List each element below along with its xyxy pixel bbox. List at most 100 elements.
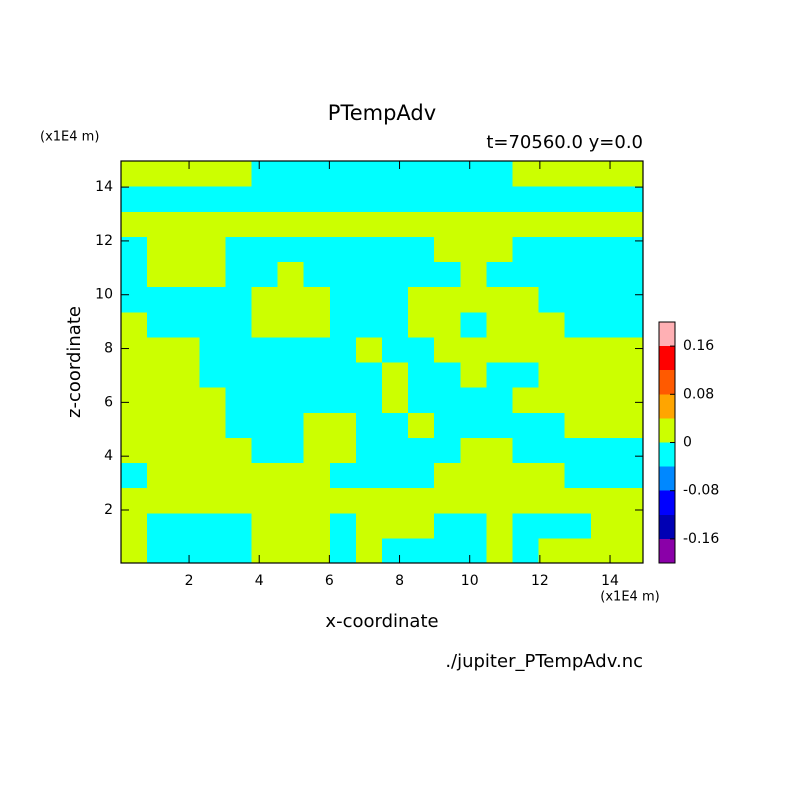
field-cell (460, 311, 487, 338)
colorbar-swatch (659, 442, 675, 467)
field-cell (121, 362, 148, 388)
field-cell (225, 311, 252, 338)
field-cell (382, 311, 409, 338)
field-cell (434, 487, 461, 514)
field-cell (303, 487, 331, 514)
field-cell (616, 336, 644, 363)
field-cell (408, 537, 435, 564)
colorbar-swatch (659, 418, 675, 443)
colorbar-swatch (659, 322, 675, 347)
field-cell (147, 311, 174, 338)
field-cell (486, 512, 513, 539)
field-cell (199, 437, 226, 463)
field-cell (147, 487, 174, 514)
field-cell (434, 387, 461, 413)
field-cell (616, 462, 644, 489)
field-cell (303, 437, 331, 463)
field-cell (616, 512, 644, 539)
field-cell (512, 362, 540, 388)
field-cell (434, 236, 461, 262)
field-cell (251, 261, 279, 288)
field-cell (355, 286, 383, 313)
field-cell (225, 387, 252, 413)
field-cell (173, 261, 200, 288)
field-cell (251, 211, 279, 237)
field-cell (355, 437, 383, 463)
field-cell (486, 387, 513, 413)
field-cell (512, 286, 540, 313)
field-cell (616, 211, 644, 237)
field-cell (434, 186, 461, 212)
x-tick-label: 14 (601, 573, 619, 589)
field-cell (225, 261, 252, 288)
field-cell (303, 336, 331, 363)
field-cell (590, 236, 618, 262)
field-cell (173, 161, 200, 187)
field-cell (616, 437, 644, 463)
colorbar-tick-label: 0.16 (683, 338, 714, 354)
field-cell (616, 311, 644, 338)
colorbar-swatch (659, 514, 675, 539)
field-cell (382, 412, 409, 438)
field-cell (303, 286, 331, 313)
field-cell (251, 186, 279, 212)
field-cell (225, 437, 252, 463)
field-cell (564, 487, 592, 514)
x-tick-label: 4 (255, 573, 264, 589)
field-cell (329, 186, 357, 212)
field-cell (512, 537, 540, 564)
field-cell (382, 261, 409, 288)
field-cell (408, 186, 435, 212)
field-cell (408, 362, 435, 388)
chart-title: PTempAdv (328, 101, 436, 125)
field-cell (225, 487, 252, 514)
field-cell (121, 487, 148, 514)
field-cell (277, 387, 305, 413)
field-cell (303, 512, 331, 539)
field-cell (434, 261, 461, 288)
field-cell (147, 211, 174, 237)
field-cell (277, 211, 305, 237)
field-cell (616, 537, 644, 564)
field-cell (460, 261, 487, 288)
field-cell (486, 487, 513, 514)
field-cell (590, 462, 618, 489)
field-cell (564, 362, 592, 388)
field-cell (460, 186, 487, 212)
field-cell (303, 261, 331, 288)
source-file: ./jupiter_PTempAdv.nc (445, 651, 643, 672)
field-cell (538, 161, 566, 187)
field-cell (512, 387, 540, 413)
field-cell (329, 387, 357, 413)
field-cell (616, 236, 644, 262)
field-cell (538, 387, 566, 413)
y-tick-label: 14 (95, 179, 113, 195)
field-cell (329, 512, 357, 539)
field-cell (355, 487, 383, 514)
field-cell (355, 261, 383, 288)
field-cell (251, 512, 279, 539)
field-cell (434, 437, 461, 463)
subtitle: t=70560.0 y=0.0 (486, 132, 643, 153)
field-cell (538, 362, 566, 388)
field-cell (616, 412, 644, 438)
field-cell (355, 211, 383, 237)
field-cell (590, 437, 618, 463)
field-cell (434, 286, 461, 313)
field-cell (121, 462, 148, 489)
colorbar-tick-label: 0 (683, 435, 692, 451)
y-tick-label: 8 (104, 341, 113, 357)
x-tick-label: 8 (395, 573, 404, 589)
colorbar: -0.16 -0.08 0 0.08 0.16 (658, 321, 719, 564)
field-cell (251, 537, 279, 564)
field-cell (538, 286, 566, 313)
field-cell (173, 211, 200, 237)
field-cell (408, 286, 435, 313)
field-cell (147, 261, 174, 288)
field-cell (590, 336, 618, 363)
field-cell (590, 487, 618, 514)
field-cell (434, 161, 461, 187)
field-cell (460, 412, 487, 438)
field-cell (564, 186, 592, 212)
x-tick-label: 10 (461, 573, 479, 589)
